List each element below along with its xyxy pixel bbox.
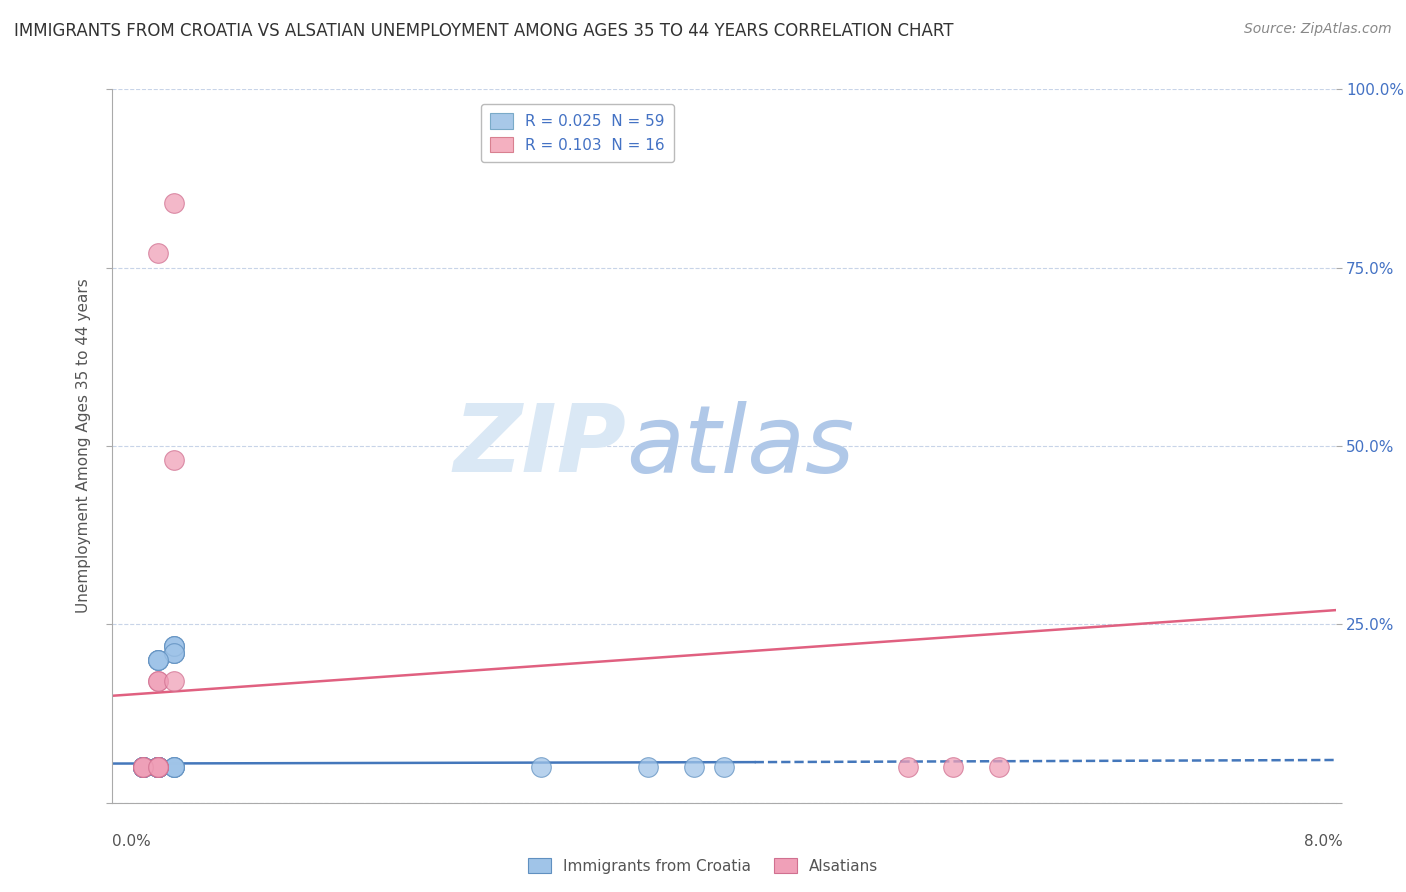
Point: [148, 760, 170, 774]
Point: [148, 760, 170, 774]
Point: [163, 760, 186, 774]
Point: [132, 760, 155, 774]
Point: [132, 760, 155, 774]
Point: [132, 760, 155, 774]
Point: [163, 453, 186, 467]
Point: [132, 760, 155, 774]
Point: [163, 760, 186, 774]
Text: atlas: atlas: [626, 401, 855, 491]
Point: [148, 760, 170, 774]
Point: [163, 760, 186, 774]
Point: [148, 760, 170, 774]
Point: [148, 674, 170, 689]
Point: [148, 760, 170, 774]
Point: [148, 760, 170, 774]
Point: [148, 760, 170, 774]
Point: [148, 760, 170, 774]
Point: [148, 760, 170, 774]
Point: [148, 760, 170, 774]
Point: [163, 646, 186, 660]
Point: [132, 760, 155, 774]
Point: [148, 760, 170, 774]
Legend: Immigrants from Croatia, Alsatians: Immigrants from Croatia, Alsatians: [522, 852, 884, 880]
Point: [148, 653, 170, 667]
Point: [132, 760, 155, 774]
Point: [132, 760, 155, 774]
Legend: R = 0.025  N = 59, R = 0.103  N = 16: R = 0.025 N = 59, R = 0.103 N = 16: [481, 104, 673, 162]
Point: [148, 760, 170, 774]
Point: [148, 653, 170, 667]
Point: [148, 760, 170, 774]
Text: Source: ZipAtlas.com: Source: ZipAtlas.com: [1244, 22, 1392, 37]
Point: [132, 760, 155, 774]
Point: [148, 760, 170, 774]
Point: [132, 760, 155, 774]
Point: [148, 674, 170, 689]
Point: [132, 760, 155, 774]
Point: [942, 760, 965, 774]
Point: [148, 760, 170, 774]
Point: [148, 760, 170, 774]
Text: ZIP: ZIP: [453, 400, 626, 492]
Point: [132, 760, 155, 774]
Point: [163, 674, 186, 689]
Point: [148, 653, 170, 667]
Point: [132, 760, 155, 774]
Point: [713, 760, 735, 774]
Point: [163, 646, 186, 660]
Point: [148, 760, 170, 774]
Point: [148, 760, 170, 774]
Point: [163, 646, 186, 660]
Text: 0.0%: 0.0%: [112, 834, 152, 849]
Point: [897, 760, 920, 774]
Point: [132, 760, 155, 774]
Y-axis label: Unemployment Among Ages 35 to 44 years: Unemployment Among Ages 35 to 44 years: [76, 278, 91, 614]
Text: 8.0%: 8.0%: [1303, 834, 1343, 849]
Point: [529, 760, 551, 774]
Point: [637, 760, 659, 774]
Point: [148, 760, 170, 774]
Point: [148, 246, 170, 260]
Point: [148, 653, 170, 667]
Point: [132, 760, 155, 774]
Point: [148, 760, 170, 774]
Point: [682, 760, 704, 774]
Point: [148, 760, 170, 774]
Point: [148, 760, 170, 774]
Point: [988, 760, 1011, 774]
Point: [148, 760, 170, 774]
Point: [132, 760, 155, 774]
Point: [148, 760, 170, 774]
Point: [148, 760, 170, 774]
Point: [148, 760, 170, 774]
Point: [148, 760, 170, 774]
Point: [163, 639, 186, 653]
Point: [148, 760, 170, 774]
Point: [132, 760, 155, 774]
Point: [132, 760, 155, 774]
Text: IMMIGRANTS FROM CROATIA VS ALSATIAN UNEMPLOYMENT AMONG AGES 35 TO 44 YEARS CORRE: IMMIGRANTS FROM CROATIA VS ALSATIAN UNEM…: [14, 22, 953, 40]
Point: [163, 760, 186, 774]
Point: [163, 639, 186, 653]
Point: [148, 760, 170, 774]
Point: [163, 196, 186, 211]
Point: [132, 760, 155, 774]
Point: [163, 639, 186, 653]
Point: [132, 760, 155, 774]
